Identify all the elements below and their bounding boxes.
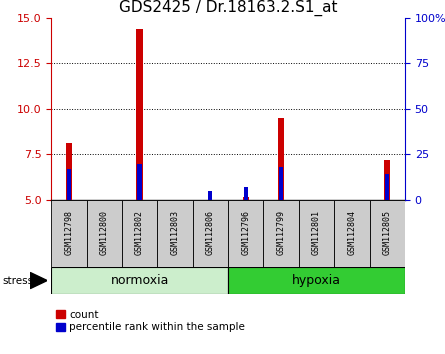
Bar — [138, 164, 142, 200]
Bar — [263, 200, 299, 267]
Bar — [51, 267, 228, 294]
Bar — [66, 143, 72, 200]
Text: GSM112799: GSM112799 — [277, 210, 286, 255]
Bar — [137, 29, 143, 200]
Bar — [278, 118, 284, 200]
Text: GSM112801: GSM112801 — [312, 210, 321, 255]
Text: GSM112798: GSM112798 — [65, 210, 73, 255]
Legend: count, percentile rank within the sample: count, percentile rank within the sample — [57, 310, 245, 332]
Bar — [385, 175, 389, 200]
Text: GSM112805: GSM112805 — [383, 210, 392, 255]
Bar — [228, 267, 405, 294]
Text: GSM112804: GSM112804 — [348, 210, 356, 255]
Bar — [334, 200, 369, 267]
Bar — [193, 200, 228, 267]
Text: normoxia: normoxia — [110, 274, 169, 287]
Polygon shape — [30, 273, 47, 289]
Bar — [51, 200, 87, 267]
Bar — [228, 200, 263, 267]
Text: GSM112803: GSM112803 — [170, 210, 179, 255]
Bar — [384, 160, 390, 200]
Text: GSM112806: GSM112806 — [206, 210, 215, 255]
Text: GSM112796: GSM112796 — [241, 210, 250, 255]
Title: GDS2425 / Dr.18163.2.S1_at: GDS2425 / Dr.18163.2.S1_at — [119, 0, 337, 16]
Bar — [299, 200, 334, 267]
Bar — [122, 200, 158, 267]
Bar — [87, 200, 122, 267]
Text: stress: stress — [2, 275, 33, 286]
Bar — [279, 167, 283, 200]
Text: GSM112800: GSM112800 — [100, 210, 109, 255]
Text: hypoxia: hypoxia — [292, 274, 341, 287]
Bar — [243, 197, 249, 200]
Text: GSM112802: GSM112802 — [135, 210, 144, 255]
Bar — [369, 200, 405, 267]
Bar — [67, 169, 71, 200]
Bar — [208, 191, 213, 200]
Bar — [243, 187, 248, 200]
Bar — [158, 200, 193, 267]
